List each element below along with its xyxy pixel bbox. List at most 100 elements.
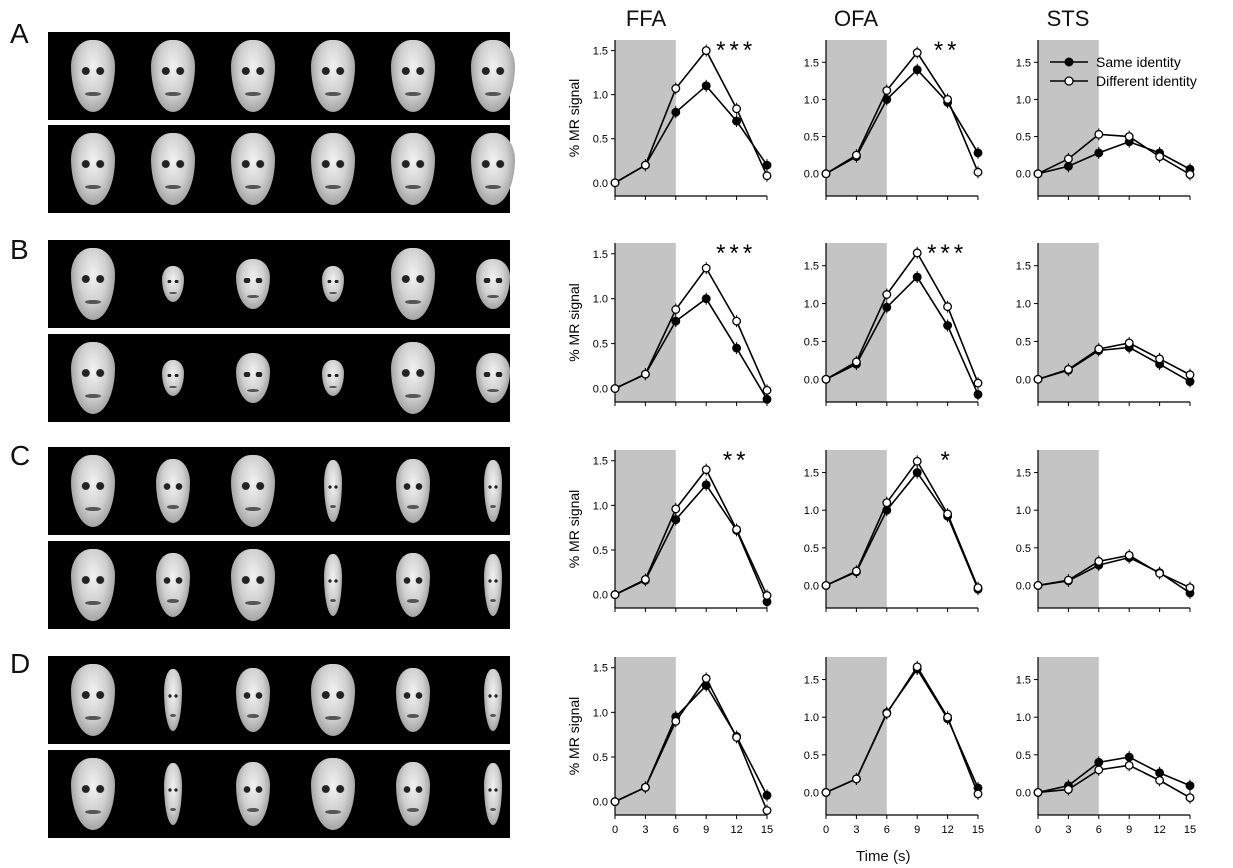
data-point: [701, 46, 711, 56]
x-tick-label: 12: [941, 824, 953, 836]
data-point: [882, 290, 892, 299]
data-point: [732, 732, 742, 742]
x-tick-label: 0: [823, 824, 829, 836]
y-tick-label: 0.0: [593, 178, 608, 190]
data-point: [973, 789, 983, 799]
face-image: [391, 133, 435, 205]
data-point: [732, 316, 742, 326]
data-point: [1094, 765, 1104, 775]
data-point: [1094, 344, 1104, 354]
x-tick-label: 9: [703, 824, 709, 836]
legend-marker-different: [1064, 76, 1074, 86]
y-tick-label: 0.5: [593, 339, 608, 351]
data-point: [943, 509, 953, 519]
column-title-sts: STS: [1046, 6, 1090, 31]
y-tick-label: 1.5: [804, 675, 819, 687]
data-point: [1094, 129, 1104, 139]
face-image: [236, 259, 270, 309]
data-point: [671, 84, 681, 93]
y-tick-label: 1.0: [804, 94, 819, 106]
data-point: [762, 160, 772, 170]
face-image: [162, 266, 184, 302]
x-tick-label: 12: [1153, 824, 1165, 836]
face-image: [476, 353, 510, 403]
data-point: [762, 385, 772, 395]
face-image: [71, 133, 115, 205]
y-tick-label: 0.5: [804, 336, 819, 348]
data-point: [1124, 550, 1134, 560]
y-tick-label: 0.5: [1016, 543, 1031, 555]
data-point: [610, 590, 620, 600]
data-point: [671, 716, 681, 726]
significance-marker: **: [934, 37, 961, 64]
chart-a-ffa: 0.0 0.5 1.0 1.5 % MR signal ***: [566, 37, 772, 200]
y-tick-label: 1.5: [804, 261, 819, 273]
significance-marker: **: [723, 447, 750, 474]
data-point: [1155, 568, 1165, 578]
face-image: [71, 248, 115, 320]
data-point: [671, 107, 681, 117]
face-image: [396, 762, 430, 826]
data-point: [1185, 793, 1195, 803]
face-image: [396, 553, 430, 617]
y-tick-label: 1.5: [804, 468, 819, 480]
data-point: [1155, 354, 1165, 364]
data-point: [1063, 575, 1073, 585]
y-axis-label: % MR signal: [566, 490, 582, 569]
face-image: [156, 553, 190, 617]
face-image: [236, 668, 270, 732]
data-point: [882, 498, 892, 508]
significance-marker: ***: [716, 37, 756, 64]
data-point: [671, 305, 681, 314]
y-tick-label: 0.0: [1016, 787, 1031, 799]
y-tick-label: 0.5: [593, 134, 608, 146]
y-tick-label: 1.5: [593, 663, 608, 675]
y-tick-label: 1.5: [1016, 57, 1031, 69]
data-point: [1185, 781, 1195, 791]
face-strip-c-bottom: [48, 541, 510, 629]
stimulus-shading: [1038, 243, 1099, 402]
face-image: [164, 763, 182, 825]
face-image: [391, 248, 435, 320]
y-tick-label: 0.0: [804, 374, 819, 386]
face-image: [71, 664, 115, 736]
face-image: [391, 40, 435, 112]
data-point: [821, 580, 831, 590]
face-image: [151, 133, 195, 205]
stimulus-shading: [826, 243, 887, 402]
face-strip-a-bottom: [48, 125, 515, 213]
data-point: [912, 456, 922, 466]
y-tick-label: 0.5: [593, 545, 608, 557]
data-point: [851, 566, 861, 576]
y-tick-label: 1.5: [1016, 261, 1031, 273]
x-tick-label: 9: [914, 824, 920, 836]
series-line: [614, 266, 768, 391]
face-image: [396, 459, 430, 523]
face-image: [71, 455, 115, 527]
face-strip-b-top: [48, 240, 510, 328]
y-tick-label: 1.0: [1016, 712, 1031, 724]
data-point: [943, 321, 953, 330]
legend-label-different: Different identity: [1096, 73, 1197, 89]
x-tick-label: 3: [642, 824, 648, 836]
y-tick-label: 0.5: [1016, 336, 1031, 348]
chart-b-ofa: 0.0 0.5 1.0 1.5 ***: [804, 240, 983, 406]
data-point: [640, 782, 650, 792]
series-line: [825, 459, 979, 588]
data-point: [610, 178, 620, 188]
series-line: [614, 676, 768, 811]
y-tick-label: 1.5: [804, 57, 819, 69]
data-point: [732, 343, 742, 353]
y-tick-label: 1.0: [1016, 505, 1031, 517]
data-point: [821, 169, 831, 179]
face-image: [322, 266, 344, 302]
x-tick-label: 12: [730, 824, 742, 836]
chart-d-ofa: 0.0 0.5 1.0 1.5 0 3 6 9 12 15: [804, 657, 984, 836]
y-axis-label: % MR signal: [566, 79, 582, 158]
data-point: [701, 480, 711, 490]
face-image: [71, 758, 115, 830]
x-tick-label: 3: [853, 824, 859, 836]
face-image: [484, 669, 502, 731]
series-line: [825, 275, 979, 395]
face-image: [164, 669, 182, 731]
